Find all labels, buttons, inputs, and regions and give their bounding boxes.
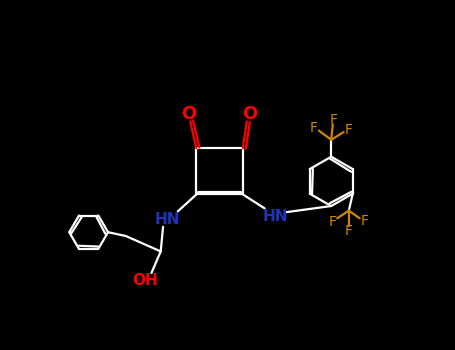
Text: O: O xyxy=(242,105,258,122)
Text: HN: HN xyxy=(154,212,180,226)
Text: F: F xyxy=(361,215,369,229)
Text: O: O xyxy=(181,105,196,122)
Text: HN: HN xyxy=(263,209,288,224)
Text: F: F xyxy=(345,123,353,137)
Text: F: F xyxy=(345,224,353,238)
Text: F: F xyxy=(329,113,338,127)
Text: F: F xyxy=(309,121,318,135)
Text: OH: OH xyxy=(132,273,158,288)
Text: F: F xyxy=(329,215,337,229)
